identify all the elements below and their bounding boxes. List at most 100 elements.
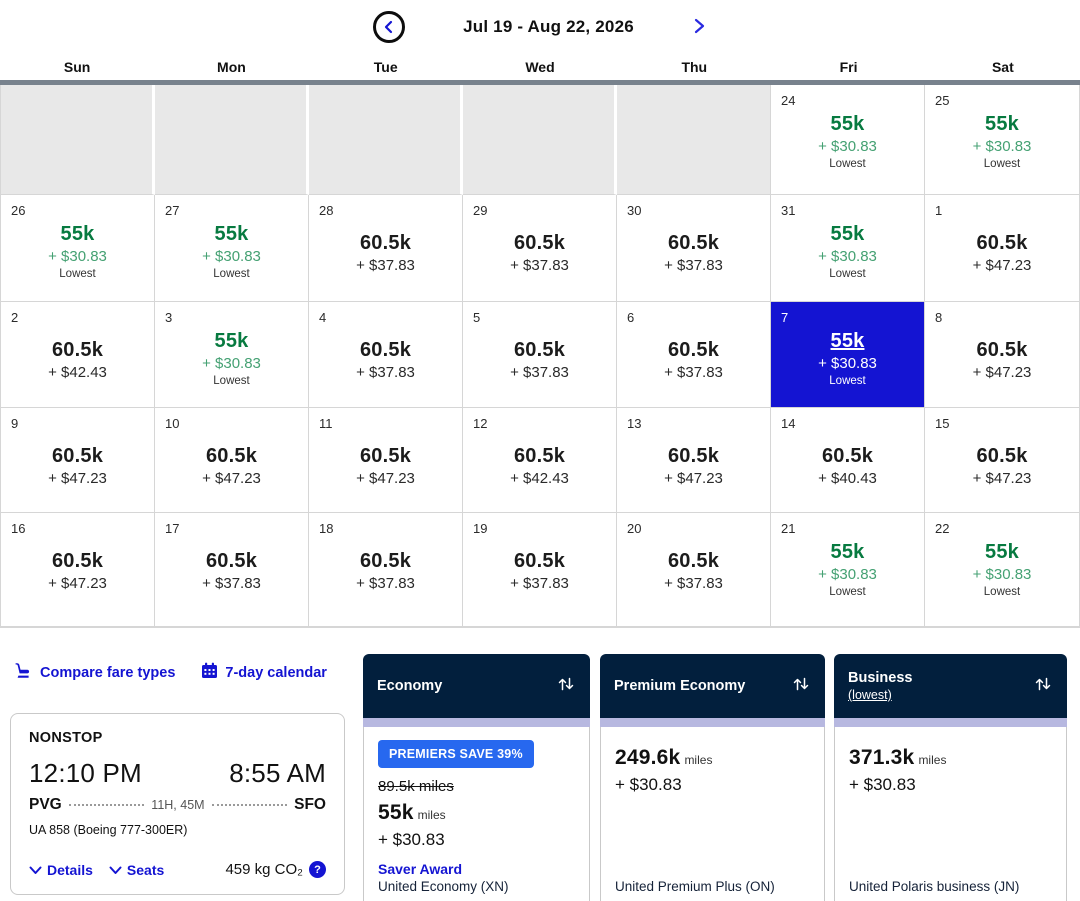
lowest-tag: Lowest	[213, 375, 250, 387]
fee-value: + $37.83	[664, 575, 723, 592]
toolbar-links: Compare fare types 7-day calendar	[14, 662, 345, 683]
fee-value: + $47.23	[202, 470, 261, 487]
fare-price-card-premium[interactable]: 249.6k miles + $30.83 United Premium Plus (…	[600, 727, 825, 901]
day-price: 55k + $30.83 Lowest	[781, 330, 914, 387]
fee-value: + $37.83	[202, 575, 261, 592]
fare-accent-strip	[600, 718, 825, 727]
day-number: 28	[319, 203, 334, 218]
calendar-day-cell-31[interactable]: 31 55k + $30.83 Lowest	[771, 195, 925, 302]
miles-value: 60.5k	[51, 445, 104, 467]
day-number: 25	[935, 93, 950, 108]
sort-icon[interactable]	[1033, 674, 1053, 699]
compare-fare-types-link[interactable]: Compare fare types	[14, 662, 175, 683]
sort-icon[interactable]	[556, 674, 576, 699]
fare-column-header-premium: Premium Economy	[600, 654, 825, 718]
lowest-tag: Lowest	[829, 158, 866, 170]
day-price: 60.5k + $47.23	[935, 232, 1069, 274]
calendar-day-cell-12[interactable]: 12 60.5k + $42.43	[463, 408, 617, 513]
promo-badge: PREMIERS SAVE 39%	[378, 740, 534, 768]
day-number: 7	[781, 310, 789, 325]
lowest-tag: Lowest	[829, 268, 866, 280]
fare-cabin-label: Economy	[377, 678, 443, 694]
miles-value: 55k	[830, 330, 865, 352]
fare-cabin-sublabel[interactable]: (lowest)	[848, 688, 892, 702]
lowest-tag: Lowest	[829, 586, 866, 598]
calendar-day-cell-30[interactable]: 30 60.5k + $37.83	[617, 195, 771, 302]
fee-value: + $47.23	[356, 470, 415, 487]
calendar-day-cell-15[interactable]: 15 60.5k + $47.23	[925, 408, 1079, 513]
calendar-day-cell-5[interactable]: 5 60.5k + $37.83	[463, 302, 617, 408]
calendar-day-cell-3[interactable]: 3 55k + $30.83 Lowest	[155, 302, 309, 408]
miles-value: 55k	[830, 541, 865, 563]
fee-value: + $42.43	[48, 364, 107, 381]
day-number: 8	[935, 310, 943, 325]
fare-fee: + $30.83	[378, 830, 445, 849]
calendar-day-cell-14[interactable]: 14 60.5k + $40.43	[771, 408, 925, 513]
calendar-day-cell-13[interactable]: 13 60.5k + $47.23	[617, 408, 771, 513]
fee-value: + $37.83	[356, 364, 415, 381]
calendar-day-cell-9[interactable]: 9 60.5k + $47.23	[1, 408, 155, 513]
calendar-day-cell-24[interactable]: 24 55k + $30.83 Lowest	[771, 85, 925, 195]
miles-value: 60.5k	[513, 550, 566, 572]
lowest-tag: Lowest	[59, 268, 96, 280]
day-number: 19	[473, 521, 488, 536]
lowest-tag: Lowest	[213, 268, 250, 280]
calendar-day-cell-6[interactable]: 6 60.5k + $37.83	[617, 302, 771, 408]
fee-value: + $47.23	[972, 364, 1032, 381]
fee-value: + $30.83	[202, 248, 261, 265]
fee-value: + $40.43	[818, 470, 877, 487]
fare-fee: + $30.83	[615, 775, 682, 794]
day-number: 24	[781, 93, 796, 108]
calendar-day-cell-22[interactable]: 22 55k + $30.83 Lowest	[925, 513, 1079, 627]
day-price: 55k + $30.83 Lowest	[781, 541, 914, 598]
calendar-day-cell-11[interactable]: 11 60.5k + $47.23	[309, 408, 463, 513]
arrival-time: 8:55 AM	[229, 758, 326, 788]
calendar-day-cell-16[interactable]: 16 60.5k + $47.23	[1, 513, 155, 627]
miles-value: 60.5k	[359, 232, 412, 254]
calendar-day-cell-1[interactable]: 1 60.5k + $47.23	[925, 195, 1079, 302]
miles-amount: 371.3k	[849, 746, 915, 769]
nonstop-label: NONSTOP	[29, 730, 103, 746]
calendar-day-cell-8[interactable]: 8 60.5k + $47.23	[925, 302, 1079, 408]
calendar-day-cell-25[interactable]: 25 55k + $30.83 Lowest	[925, 85, 1079, 195]
help-icon[interactable]: ?	[309, 861, 326, 878]
fare-price-card-business[interactable]: 371.3k miles + $30.83 United Polaris busine…	[834, 727, 1067, 901]
sort-icon[interactable]	[791, 674, 811, 699]
calendar-day-cell-29[interactable]: 29 60.5k + $37.83	[463, 195, 617, 302]
details-toggle[interactable]: Details	[29, 862, 93, 878]
day-of-week-header: Wed	[525, 59, 555, 75]
day-price: 60.5k + $37.83	[627, 550, 760, 592]
fee-value: + $30.83	[818, 355, 877, 372]
fee-value: + $30.83	[48, 248, 107, 265]
next-month-button[interactable]	[692, 18, 707, 37]
calendar-day-cell-10[interactable]: 10 60.5k + $47.23	[155, 408, 309, 513]
calendar-day-cell-27[interactable]: 27 55k + $30.83 Lowest	[155, 195, 309, 302]
calendar-day-cell-7[interactable]: 7 55k + $30.83 Lowest	[771, 302, 925, 408]
calendar-day-cell-17[interactable]: 17 60.5k + $37.83	[155, 513, 309, 627]
emissions-value: 459 kg CO₂	[225, 861, 303, 878]
calendar-day-cell-2[interactable]: 2 60.5k + $42.43	[1, 302, 155, 408]
previous-month-button[interactable]	[373, 11, 406, 43]
seats-toggle[interactable]: Seats	[109, 862, 164, 878]
calendar-day-cell-18[interactable]: 18 60.5k + $37.83	[309, 513, 463, 627]
calendar-day-cell-21[interactable]: 21 55k + $30.83 Lowest	[771, 513, 925, 627]
calendar-day-cell-28[interactable]: 28 60.5k + $37.83	[309, 195, 463, 302]
fare-price-card-economy[interactable]: PREMIERS SAVE 39% 89.5k miles 55k miles + $3…	[363, 727, 590, 901]
day-number: 6	[627, 310, 635, 325]
award-calendar-grid: 24 55k + $30.83 Lowest 25 55k + $30.83 Lowest 26…	[0, 85, 1080, 628]
saver-award-link[interactable]: Saver Award	[378, 861, 463, 877]
seven-day-calendar-link[interactable]: 7-day calendar	[201, 662, 327, 683]
fee-value: + $37.83	[356, 257, 415, 274]
day-number: 3	[165, 310, 173, 325]
miles-value: 60.5k	[976, 339, 1028, 361]
calendar-day-cell-20[interactable]: 20 60.5k + $37.83	[617, 513, 771, 627]
calendar-day-cell-26[interactable]: 26 55k + $30.83 Lowest	[1, 195, 155, 302]
calendar-day-cell-19[interactable]: 19 60.5k + $37.83	[463, 513, 617, 627]
day-number: 10	[165, 416, 180, 431]
details-label: Details	[47, 861, 93, 878]
day-number: 16	[11, 521, 26, 536]
miles-value: 60.5k	[51, 550, 104, 572]
calendar-day-cell-4[interactable]: 4 60.5k + $37.83	[309, 302, 463, 408]
fee-value: + $30.83	[202, 355, 261, 372]
day-number: 9	[11, 416, 19, 431]
